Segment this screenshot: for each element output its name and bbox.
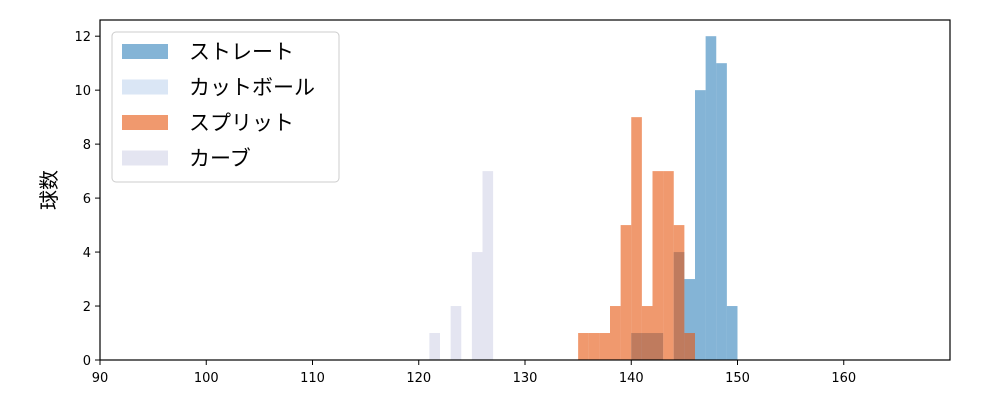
- legend-label: ストレート: [189, 40, 294, 64]
- bar-series-2-bin-9: [673, 225, 685, 360]
- y-tick-label: 2: [83, 300, 91, 315]
- x-tick-label: 90: [92, 371, 109, 386]
- x-tick-label: 110: [300, 371, 325, 386]
- bar-series-0-bin-7: [716, 63, 727, 361]
- bar-series-0-bin-4: [684, 279, 695, 360]
- x-tick-label: 140: [619, 371, 644, 386]
- bar-series-2-bin-0: [578, 333, 589, 360]
- bar-series-2-bin-7: [652, 171, 664, 360]
- x-tick-label: 120: [406, 371, 431, 386]
- legend-label: カットボール: [189, 76, 315, 100]
- bar-series-3-bin-0: [429, 333, 440, 360]
- bar-series-2-bin-10: [684, 333, 695, 360]
- y-axis-title: 球数: [37, 170, 61, 210]
- bar-series-2-bin-5: [631, 117, 642, 361]
- bar-series-3-bin-3: [482, 171, 494, 360]
- bar-series-0-bin-6: [705, 36, 717, 360]
- legend-swatch: [122, 44, 168, 59]
- y-tick-label: 4: [83, 246, 91, 261]
- bar-series-3-bin-1: [450, 306, 462, 360]
- y-tick-label: 8: [83, 138, 91, 153]
- y-tick-label: 10: [74, 84, 91, 99]
- legend-label: スプリット: [189, 111, 294, 135]
- bar-series-2-bin-2: [599, 333, 610, 360]
- x-tick-label: 160: [831, 371, 856, 386]
- x-axis: 90 100 110 120 130 140 150 160: [92, 360, 856, 386]
- bar-series-2-bin-6: [641, 306, 653, 360]
- legend-swatch: [122, 150, 168, 166]
- bar-series-3-bin-2: [471, 252, 483, 360]
- bar-series-2-bin-4: [620, 225, 632, 360]
- bar-series-2-bin-1: [588, 333, 600, 360]
- bar-series-2-bin-8: [663, 171, 674, 360]
- y-tick-label: 6: [83, 192, 91, 207]
- legend-label: カーブ: [189, 147, 251, 171]
- x-tick-label: 100: [194, 371, 219, 386]
- x-tick-label: 130: [513, 371, 538, 386]
- x-tick-label: 150: [725, 371, 750, 386]
- y-tick-label: 12: [74, 30, 91, 45]
- bars-layer: [429, 36, 738, 361]
- y-tick-label: 0: [83, 354, 91, 369]
- legend-swatch: [122, 79, 168, 95]
- bar-series-0-bin-5: [695, 90, 706, 361]
- y-axis: 0 2 4 6 8 10 12: [74, 30, 100, 369]
- legend-box: [111, 31, 340, 183]
- legend-swatch: [122, 115, 168, 130]
- bar-series-2-bin-3: [610, 306, 621, 360]
- bar-series-0-bin-8: [726, 306, 738, 360]
